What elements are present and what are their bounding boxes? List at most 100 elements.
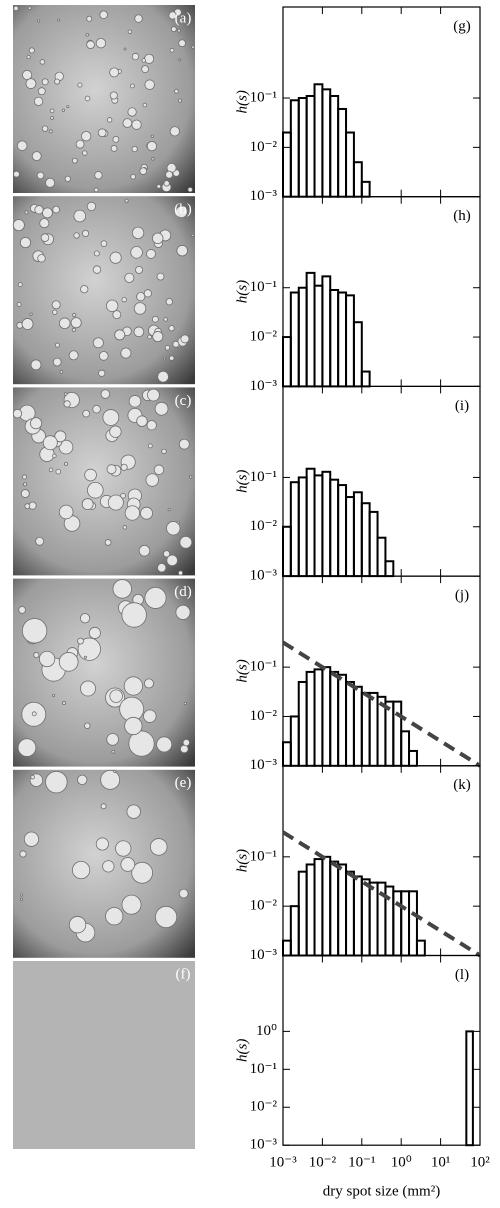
droplet [189,475,193,479]
bar [313,83,324,198]
y-tick-label: 10⁻³ [250,188,278,204]
droplet [172,340,180,348]
bar [282,939,292,957]
droplet [17,738,37,757]
bar [297,97,308,198]
bar [313,858,324,957]
droplet [109,425,122,438]
droplet [122,525,128,530]
bar [345,680,355,767]
fit-line [281,640,482,768]
panel-label: (i) [455,398,469,414]
droplet [54,430,67,443]
bar [345,496,355,578]
droplet [156,272,165,281]
droplet [95,837,109,851]
droplet [30,359,42,371]
droplet [120,857,136,872]
photo-background [13,5,195,193]
droplet [93,187,99,193]
x-tick-label: 10¹ [431,1155,451,1171]
droplet [41,78,49,86]
droplet [73,232,80,239]
droplet [128,730,155,757]
droplet [98,351,109,361]
bar [368,510,379,578]
droplet [66,105,70,109]
droplet [77,774,88,785]
bar [360,502,371,578]
droplet [100,389,111,399]
droplet [130,83,135,89]
droplet [63,400,71,408]
y-tick-label: 10⁻³ [250,757,278,773]
droplet [130,173,136,180]
droplet [35,536,45,546]
droplet [39,218,50,229]
droplet [124,272,135,283]
bar [352,875,363,957]
droplet [72,312,77,317]
bar [321,275,332,388]
droplet [122,118,133,128]
droplet [73,209,87,223]
droplet [120,347,132,359]
droplet [112,310,122,320]
droplet [92,265,102,274]
droplet [16,140,28,151]
bar [297,286,308,388]
x-tick-label: 10⁻³ [269,1155,297,1171]
droplet [154,401,169,416]
droplet [163,357,166,361]
droplet [86,201,97,211]
droplet [178,58,182,62]
droplet [82,229,90,238]
droplet [95,37,107,49]
droplet [123,676,143,696]
droplet [133,326,145,338]
droplet [166,521,181,536]
droplet [106,117,113,123]
bar [465,1030,474,1147]
histogram-panel: 10⁻³ 10⁻² 10⁻¹h(s) (i) [234,385,481,584]
droplet [84,468,97,482]
droplet [165,170,174,179]
droplet [12,219,25,232]
droplet [164,345,171,351]
photo: (c) [12,387,195,576]
bar [321,470,332,578]
droplet [106,464,117,475]
droplet [178,98,183,103]
droplet [176,244,188,257]
droplet [24,210,29,215]
droplet [169,355,175,361]
x-tick-label: 10⁻¹ [348,1155,375,1171]
droplet [41,125,49,132]
bar [337,673,348,767]
droplet [19,893,23,897]
droplet [139,167,148,175]
droplet [52,453,57,459]
droplet [163,550,171,558]
droplet [31,711,37,717]
droplet [81,498,94,511]
bar [368,691,379,767]
bar [305,863,316,957]
droplet [163,317,168,322]
histogram-panel: 10⁻³ 10⁻² 10⁻¹h(s) (k) [234,765,482,963]
panel-label: (k) [453,777,471,793]
droplet [98,369,106,377]
bar [352,491,363,578]
photo: (d) [13,578,195,767]
droplet [80,680,96,697]
panel-label: (g) [453,18,471,34]
droplet [131,119,142,130]
droplet [175,604,191,620]
photo-label: (a) [175,10,192,26]
droplet [152,331,164,343]
droplet [151,157,155,161]
droplet [167,508,171,512]
droplet [168,11,177,20]
droplet [18,606,26,614]
droplet [120,492,126,499]
